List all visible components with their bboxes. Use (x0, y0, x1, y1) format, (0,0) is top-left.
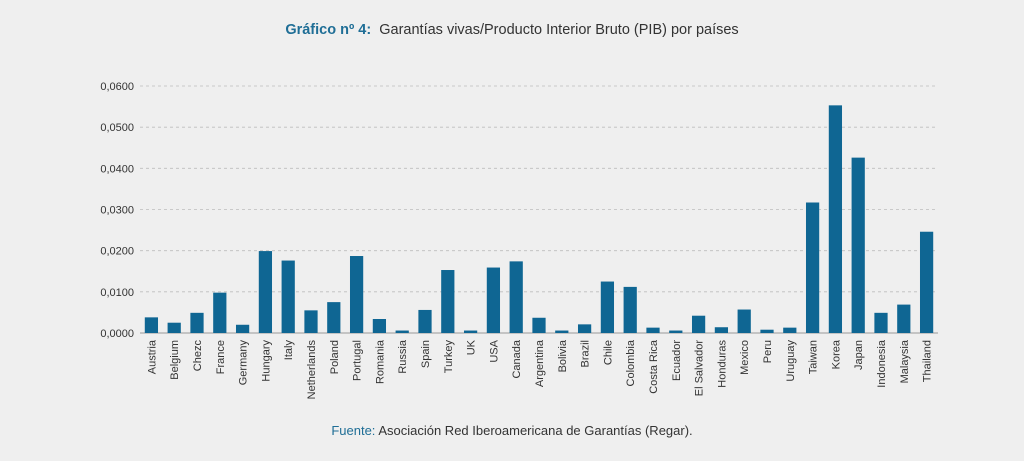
bar (486, 267, 501, 333)
x-category-label: Belgium (169, 340, 181, 380)
x-category-label: Romania (374, 339, 386, 384)
chart-title-text: Garantías vivas/Producto Interior Bruto … (379, 22, 739, 38)
bar (555, 330, 569, 333)
x-category-label: USA (488, 339, 500, 362)
bar (167, 322, 181, 333)
bar (919, 231, 934, 333)
x-category-label: Malaysia (899, 339, 911, 383)
x-category-label: Canada (511, 339, 523, 378)
source-note: Fuente: Asociación Red Iberoamericana de… (0, 423, 1024, 438)
bar (623, 286, 637, 333)
y-tick-label: 0,0600 (100, 81, 134, 93)
x-category-label: Germany (238, 340, 250, 386)
bar (532, 317, 546, 333)
source-label: Fuente: (331, 423, 376, 438)
x-category-label: Chezc (192, 340, 204, 372)
x-category-label: Chile (602, 340, 614, 365)
x-category-label: Uruguay (785, 340, 797, 382)
bar (691, 315, 706, 333)
x-category-label: Peru (762, 340, 774, 363)
x-category-label: UK (466, 339, 478, 355)
bars (144, 105, 934, 334)
bar (418, 309, 432, 333)
bar (213, 292, 227, 333)
x-category-label: Brazil (580, 340, 592, 368)
bar (897, 304, 911, 333)
bar (258, 251, 273, 333)
x-category-label: Japan (853, 340, 865, 370)
bar-chart: 0,0000 0,0100 0,0200 0,0300 0,0400 0,0500 0,06… (100, 81, 938, 399)
bar (828, 105, 843, 334)
x-category-label: Colombia (625, 339, 637, 386)
x-category-label: Ecuador (671, 340, 683, 381)
x-category-label: Russia (397, 339, 409, 374)
x-axis-labels: Austria Belgium Chezc France Germany Hungary I… (146, 339, 933, 399)
x-category-label: El Salvador (694, 340, 706, 397)
bar (577, 324, 592, 333)
x-category-label: Costa Rica (648, 339, 660, 394)
bar (600, 281, 615, 333)
x-category-label: Spain (420, 340, 432, 368)
bar (327, 302, 341, 333)
bar (783, 327, 797, 333)
bar (851, 157, 865, 333)
x-category-label: Taiwan (808, 340, 820, 374)
x-category-label: Hungary (260, 340, 272, 382)
bar (349, 256, 364, 333)
bar (669, 330, 683, 333)
x-category-label: Netherlands (306, 340, 318, 400)
x-category-label: Bolivia (557, 339, 569, 372)
y-tick-label: 0,0100 (100, 287, 134, 299)
x-category-label: Italy (283, 340, 295, 361)
bar (874, 312, 888, 333)
bar (395, 330, 409, 333)
bar (441, 270, 455, 333)
bar (144, 317, 159, 333)
y-tick-label: 0,0400 (100, 163, 134, 175)
x-category-label: Honduras (716, 340, 728, 388)
bar (509, 261, 523, 333)
y-tick-label: 0,0200 (100, 246, 134, 258)
bar (737, 309, 751, 333)
bar (235, 324, 250, 333)
chart-title-label: Gráfico nº 4: (285, 22, 372, 38)
bar (805, 202, 820, 333)
source-text: Asociación Red Iberoamericana de Garantí… (378, 423, 693, 438)
x-category-label: France (215, 340, 227, 374)
y-tick-label: 0,0500 (100, 122, 134, 134)
x-category-label: Argentina (534, 339, 546, 387)
bar (372, 319, 387, 333)
bar (463, 330, 478, 333)
bar (281, 260, 295, 333)
y-tick-label: 0,0000 (100, 328, 134, 340)
bar (304, 310, 318, 333)
x-category-label: Austria (146, 339, 158, 374)
bar (760, 329, 774, 333)
x-category-label: Portugal (352, 340, 364, 381)
bar (190, 312, 204, 333)
bar (646, 327, 660, 333)
x-category-label: Turkey (443, 340, 455, 374)
y-tick-label: 0,0300 (100, 205, 134, 217)
x-category-label: Thailand (922, 340, 934, 382)
x-category-label: Mexico (739, 340, 751, 375)
x-category-label: Poland (329, 340, 341, 374)
chart-title: Gráfico nº 4: Garantías vivas/Producto I… (0, 22, 1024, 38)
bar (714, 327, 729, 333)
x-category-label: Korea (830, 339, 842, 369)
y-axis-ticks: 0,0000 0,0100 0,0200 0,0300 0,0400 0,0500 0,06… (100, 81, 134, 340)
x-category-label: Indonesia (876, 339, 888, 388)
